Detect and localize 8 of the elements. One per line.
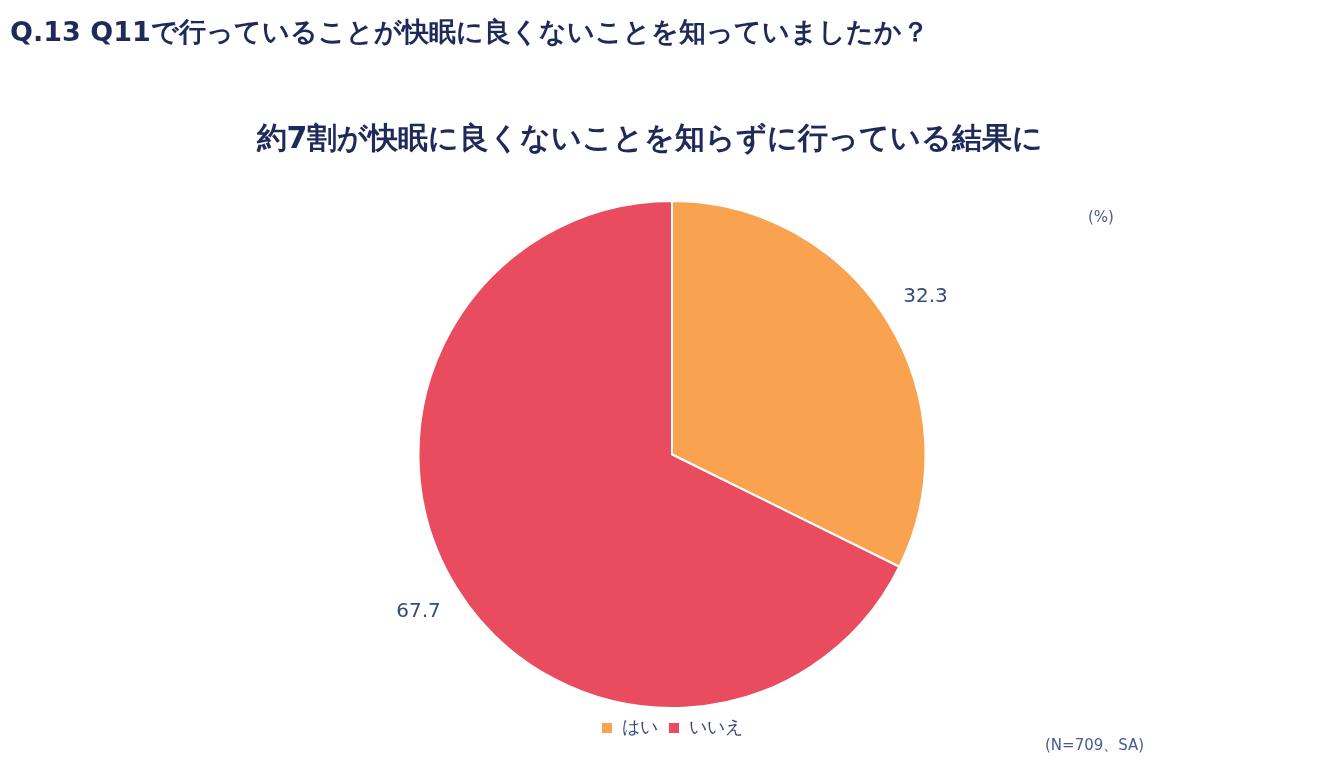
text: (N=709、SA) (1045, 736, 1145, 755)
legend-label: いいえ (689, 715, 743, 737)
data-label: 67.7 (396, 598, 441, 623)
chart-title: Q.13 Q11で行っていることが快眠に良くないことを知っていましたか？ (10, 15, 929, 49)
legend-label: はい (622, 715, 658, 737)
text: (%) (1088, 208, 1114, 226)
data-label: 32.3 (903, 283, 948, 308)
chart-subtitle: 約7割が快眠に良くないことを知らずに行っている結果に (255, 119, 1045, 157)
